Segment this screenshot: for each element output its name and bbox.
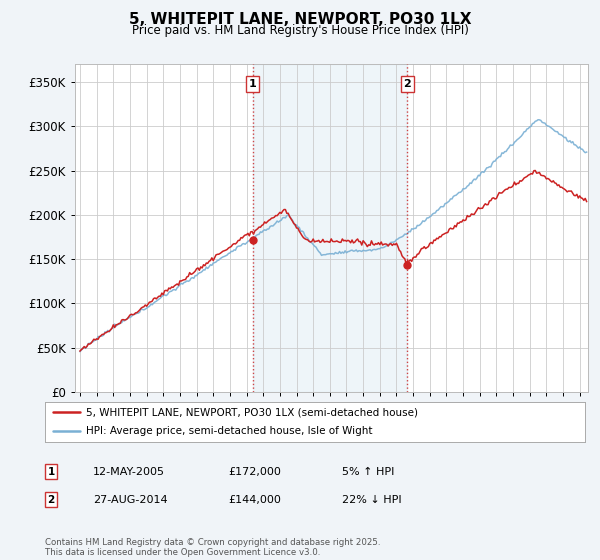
Text: £144,000: £144,000 [228, 494, 281, 505]
Text: 5, WHITEPIT LANE, NEWPORT, PO30 1LX (semi-detached house): 5, WHITEPIT LANE, NEWPORT, PO30 1LX (sem… [86, 407, 418, 417]
Text: 1: 1 [47, 466, 55, 477]
Text: 1: 1 [249, 79, 257, 89]
Text: 2: 2 [47, 494, 55, 505]
Text: 22% ↓ HPI: 22% ↓ HPI [342, 494, 401, 505]
Text: 5, WHITEPIT LANE, NEWPORT, PO30 1LX: 5, WHITEPIT LANE, NEWPORT, PO30 1LX [129, 12, 471, 27]
Text: 27-AUG-2014: 27-AUG-2014 [93, 494, 167, 505]
Text: £172,000: £172,000 [228, 466, 281, 477]
Text: Contains HM Land Registry data © Crown copyright and database right 2025.
This d: Contains HM Land Registry data © Crown c… [45, 538, 380, 557]
Bar [253, 64, 407, 392]
Text: 5% ↑ HPI: 5% ↑ HPI [342, 466, 394, 477]
Text: 12-MAY-2005: 12-MAY-2005 [93, 466, 165, 477]
Text: 2: 2 [403, 79, 411, 89]
Text: Price paid vs. HM Land Registry's House Price Index (HPI): Price paid vs. HM Land Registry's House … [131, 24, 469, 37]
Text: HPI: Average price, semi-detached house, Isle of Wight: HPI: Average price, semi-detached house,… [86, 426, 372, 436]
